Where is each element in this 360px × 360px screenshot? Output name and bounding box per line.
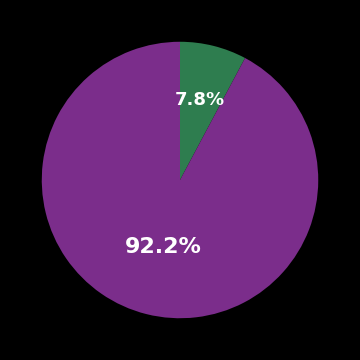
Wedge shape xyxy=(42,42,318,318)
Wedge shape xyxy=(180,42,245,180)
Text: 92.2%: 92.2% xyxy=(125,237,202,257)
Text: 7.8%: 7.8% xyxy=(175,90,225,108)
